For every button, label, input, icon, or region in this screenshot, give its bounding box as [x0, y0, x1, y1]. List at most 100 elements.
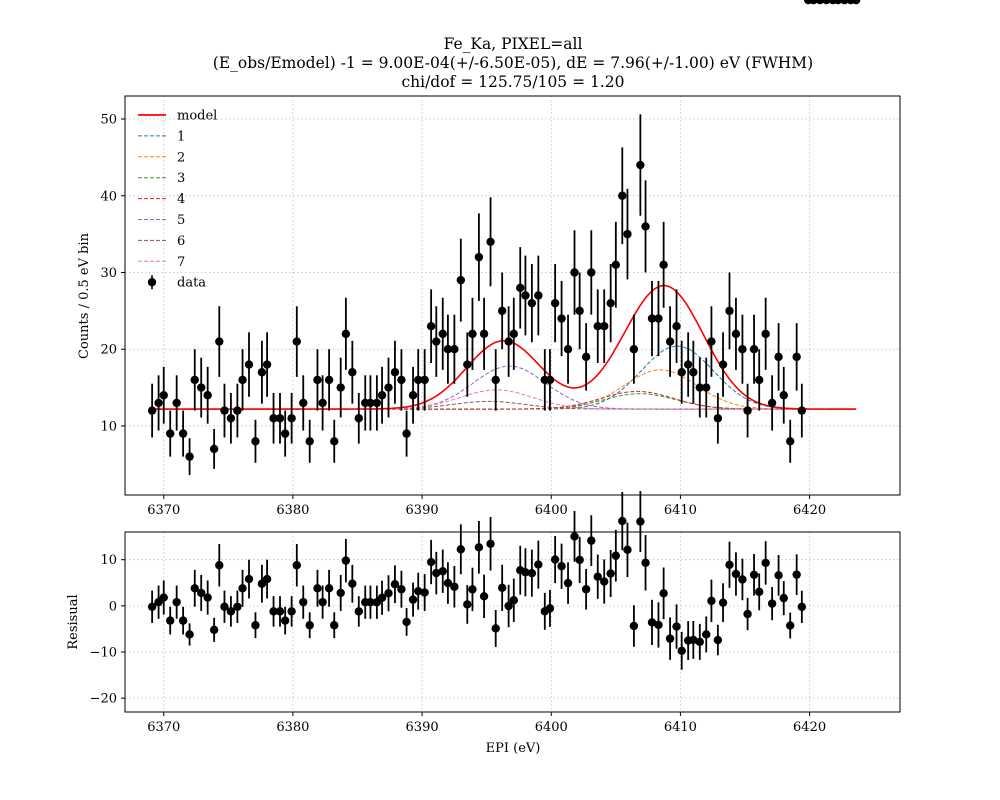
residual-point: [166, 616, 175, 625]
main-y-tick-label: 40: [100, 189, 117, 204]
residual-point: [623, 545, 632, 555]
data-point: [743, 406, 752, 415]
data-point: [654, 314, 663, 323]
residual-point: [527, 568, 537, 578]
residual-point: [718, 598, 728, 607]
residual-point: [366, 598, 375, 607]
data-point: [550, 298, 560, 308]
main-plot-frame: [124, 95, 901, 496]
data-point: [695, 383, 704, 392]
residual-point: [330, 621, 339, 630]
data-point: [341, 329, 351, 339]
data-point: [280, 429, 290, 438]
data-point: [593, 321, 602, 331]
residual-point: [659, 589, 668, 598]
residual-point: [408, 595, 418, 604]
residual-point: [486, 539, 495, 548]
residual-point: [755, 587, 764, 597]
data-point: [209, 444, 219, 454]
residual-point: [497, 583, 507, 593]
residual-point: [426, 557, 436, 567]
main-x-tick-label: 6420: [793, 503, 826, 518]
data-point: [251, 437, 260, 446]
data-point: [581, 352, 591, 362]
data-point: [226, 414, 236, 423]
residual-point: [292, 561, 301, 570]
data-point: [689, 368, 698, 377]
data-point: [432, 337, 441, 346]
residual-point: [587, 536, 596, 545]
residual-point: [713, 635, 723, 645]
residual-point: [641, 558, 650, 568]
residual-point: [468, 585, 477, 594]
residual-y-axis-label: Resisual: [66, 594, 81, 649]
data-point: [792, 352, 801, 362]
residual-point: [197, 588, 206, 598]
residual-point: [840, 0, 849, 5]
data-point: [185, 452, 194, 461]
residual-point: [738, 575, 747, 584]
residual-point: [636, 517, 645, 526]
data-point: [147, 406, 157, 415]
data-point: [468, 329, 477, 339]
data-point: [725, 306, 734, 316]
data-point: [178, 429, 188, 438]
data-point: [313, 375, 322, 385]
data-point: [702, 383, 711, 392]
data-point: [665, 337, 675, 346]
residual-point: [384, 589, 393, 598]
data-point: [491, 375, 500, 385]
residual-point: [677, 646, 686, 656]
residual-x-tick-label: 6390: [406, 720, 439, 735]
chart-title-line-2: (E_obs/Emodel) -1 = 9.00E-04(+/-6.50E-05…: [213, 54, 813, 72]
legend-label-4: 4: [177, 192, 185, 207]
residual-x-tick-label: 6420: [793, 720, 826, 735]
residual-point: [275, 607, 285, 616]
data-point: [354, 414, 363, 423]
data-point: [516, 283, 525, 293]
residual-point: [593, 572, 602, 581]
residual-point: [689, 635, 698, 645]
data-point: [397, 375, 406, 385]
data-point: [275, 414, 285, 423]
residual-point: [654, 620, 663, 630]
residual-point: [581, 585, 591, 594]
residual-point: [220, 602, 229, 611]
model-curve: [152, 284, 857, 410]
data-point: [456, 275, 466, 285]
residual-x-tick-label: 6410: [664, 720, 697, 735]
data-point: [623, 229, 632, 239]
data-point: [318, 398, 327, 408]
data-point: [774, 352, 783, 362]
residual-point: [397, 585, 406, 594]
legend-label-2: 2: [177, 150, 185, 165]
data-point: [203, 391, 212, 400]
data-point: [521, 291, 530, 300]
data-point: [618, 191, 627, 200]
data-point: [220, 406, 229, 415]
residual-y-tick-label: −20: [90, 692, 117, 707]
residual-point: [707, 596, 716, 606]
residual-point: [665, 634, 675, 643]
main-y-axis-label: Counts / 0.5 eV bin: [77, 232, 92, 359]
legend-label-7: 7: [177, 255, 185, 270]
residual-point: [815, 0, 825, 5]
data-point: [299, 398, 308, 408]
residual-point: [324, 584, 334, 593]
data-point: [749, 345, 759, 354]
data-point: [672, 321, 681, 331]
residual-point: [262, 574, 272, 584]
data-point: [377, 391, 387, 400]
residual-point: [779, 593, 788, 603]
data-point: [629, 345, 639, 354]
data-point: [366, 398, 375, 408]
data-point: [557, 314, 566, 323]
residual-point: [786, 621, 795, 630]
data-point: [154, 398, 163, 408]
data-point: [761, 329, 770, 339]
residual-point: [450, 582, 459, 591]
residual-point: [244, 574, 254, 584]
data-point: [606, 298, 615, 308]
residual-point: [280, 616, 290, 625]
